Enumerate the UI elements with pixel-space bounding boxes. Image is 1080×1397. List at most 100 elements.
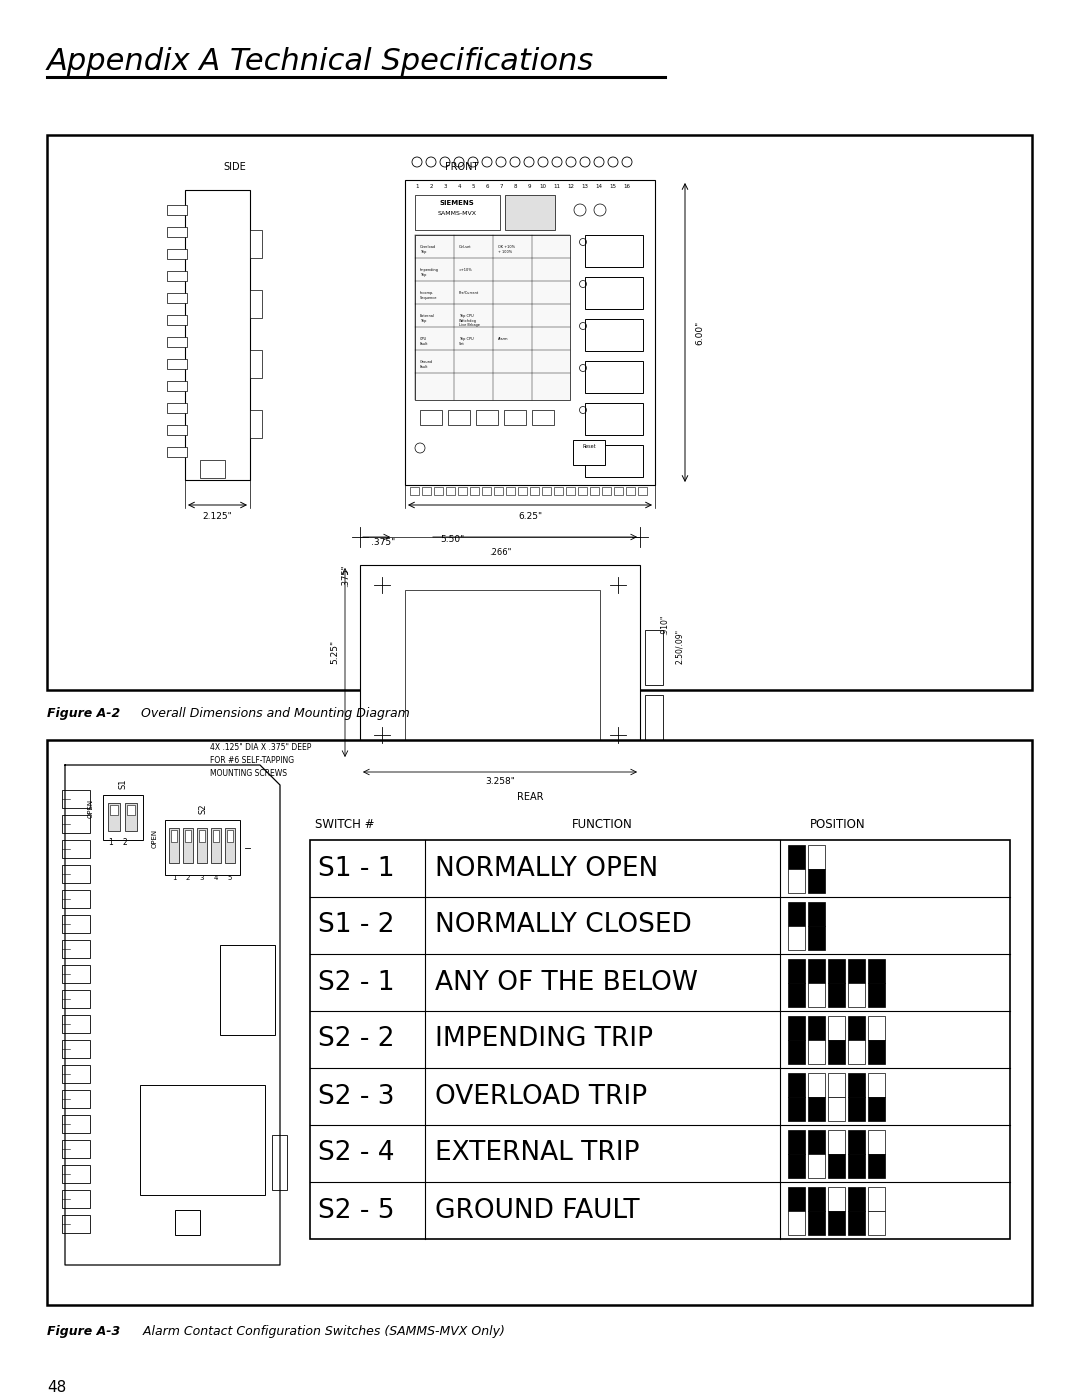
Text: Trip CPU
Watchdog
Live Brkage: Trip CPU Watchdog Live Brkage xyxy=(459,314,480,327)
Bar xyxy=(167,425,187,434)
Text: MOUNTING SCREWS: MOUNTING SCREWS xyxy=(210,768,287,778)
Bar xyxy=(828,1130,845,1154)
Text: 4X .125" DIA X .375" DEEP: 4X .125" DIA X .375" DEEP xyxy=(210,743,311,752)
Text: 4: 4 xyxy=(457,184,461,189)
Text: 4: 4 xyxy=(214,875,218,882)
Bar xyxy=(808,1016,825,1039)
Bar xyxy=(808,1039,825,1063)
Bar xyxy=(62,1215,90,1234)
Bar xyxy=(140,1085,265,1194)
Text: NORMALLY OPEN: NORMALLY OPEN xyxy=(435,855,658,882)
Bar xyxy=(62,1016,90,1032)
Bar xyxy=(808,845,825,869)
Bar xyxy=(848,1073,865,1097)
Bar xyxy=(602,488,611,495)
Text: External
Trip: External Trip xyxy=(420,314,435,323)
Bar xyxy=(828,1210,845,1235)
Bar xyxy=(615,488,623,495)
Bar xyxy=(197,828,207,863)
Bar xyxy=(167,402,187,414)
Bar xyxy=(220,944,275,1035)
Text: IMPENDING TRIP: IMPENDING TRIP xyxy=(435,1027,653,1052)
Bar xyxy=(645,630,663,685)
Text: .375": .375" xyxy=(370,538,395,548)
Text: OVERLOAD TRIP: OVERLOAD TRIP xyxy=(435,1084,647,1109)
Bar xyxy=(171,830,177,842)
Bar xyxy=(808,958,825,982)
Text: .266": .266" xyxy=(489,548,511,557)
Text: S2: S2 xyxy=(198,803,207,814)
Bar xyxy=(448,409,470,425)
Text: SWITCH #: SWITCH # xyxy=(315,819,375,831)
Bar xyxy=(848,1210,865,1235)
Text: 10: 10 xyxy=(540,184,546,189)
Bar xyxy=(62,814,90,833)
Bar xyxy=(249,231,262,258)
Bar xyxy=(470,488,480,495)
Text: 3.258": 3.258" xyxy=(485,777,515,787)
Bar xyxy=(788,925,805,950)
Bar xyxy=(868,1097,885,1120)
Bar xyxy=(185,830,191,842)
Text: SAMMS-MVX: SAMMS-MVX xyxy=(437,211,476,217)
Bar xyxy=(868,1154,885,1178)
Bar xyxy=(167,249,187,258)
Bar xyxy=(848,1016,865,1039)
Bar xyxy=(848,1154,865,1178)
Bar xyxy=(808,982,825,1006)
Bar xyxy=(808,1097,825,1120)
Text: 2.50/.09": 2.50/.09" xyxy=(675,630,684,665)
Bar xyxy=(788,1154,805,1178)
Bar xyxy=(62,965,90,983)
Bar xyxy=(505,196,555,231)
Text: S2 - 5: S2 - 5 xyxy=(318,1197,394,1224)
Text: 5.50": 5.50" xyxy=(440,535,464,543)
Bar xyxy=(808,869,825,893)
Text: Overload
Trip: Overload Trip xyxy=(420,244,436,254)
Bar xyxy=(62,990,90,1009)
Text: 7: 7 xyxy=(499,184,503,189)
Bar xyxy=(225,828,235,863)
Text: 2: 2 xyxy=(123,838,127,847)
Bar xyxy=(62,940,90,958)
Bar xyxy=(167,271,187,281)
Text: REAR: REAR xyxy=(516,792,543,802)
Text: 12: 12 xyxy=(567,184,575,189)
Text: Ovl-set: Ovl-set xyxy=(459,244,472,249)
Bar xyxy=(808,1154,825,1178)
Bar xyxy=(62,1115,90,1133)
Bar xyxy=(310,840,1010,1239)
Text: FRONT: FRONT xyxy=(445,162,478,172)
Bar xyxy=(848,1039,865,1063)
Bar xyxy=(868,1039,885,1063)
Bar xyxy=(494,488,503,495)
Bar xyxy=(167,226,187,237)
Text: 13: 13 xyxy=(581,184,589,189)
Text: .375": .375" xyxy=(341,564,350,587)
Bar xyxy=(808,1073,825,1097)
Bar xyxy=(249,291,262,319)
Text: FUNCTION: FUNCTION xyxy=(571,819,633,831)
Bar xyxy=(183,828,193,863)
Bar xyxy=(788,1130,805,1154)
Bar xyxy=(828,1039,845,1063)
Bar xyxy=(788,958,805,982)
Text: 5: 5 xyxy=(228,875,232,882)
Bar xyxy=(227,830,233,842)
Bar xyxy=(420,409,442,425)
Text: POSITION: POSITION xyxy=(810,819,866,831)
Bar xyxy=(165,820,240,875)
Bar xyxy=(200,460,225,478)
Text: S1: S1 xyxy=(119,778,127,789)
Bar xyxy=(175,1210,200,1235)
Text: S1 - 2: S1 - 2 xyxy=(318,912,394,939)
Bar xyxy=(808,901,825,925)
Bar xyxy=(185,190,249,481)
Bar xyxy=(868,1210,885,1235)
Bar xyxy=(828,1097,845,1120)
Bar xyxy=(828,1016,845,1039)
Text: S2 - 4: S2 - 4 xyxy=(318,1140,394,1166)
Bar xyxy=(828,982,845,1006)
Bar xyxy=(828,1073,845,1097)
Bar xyxy=(788,1186,805,1210)
